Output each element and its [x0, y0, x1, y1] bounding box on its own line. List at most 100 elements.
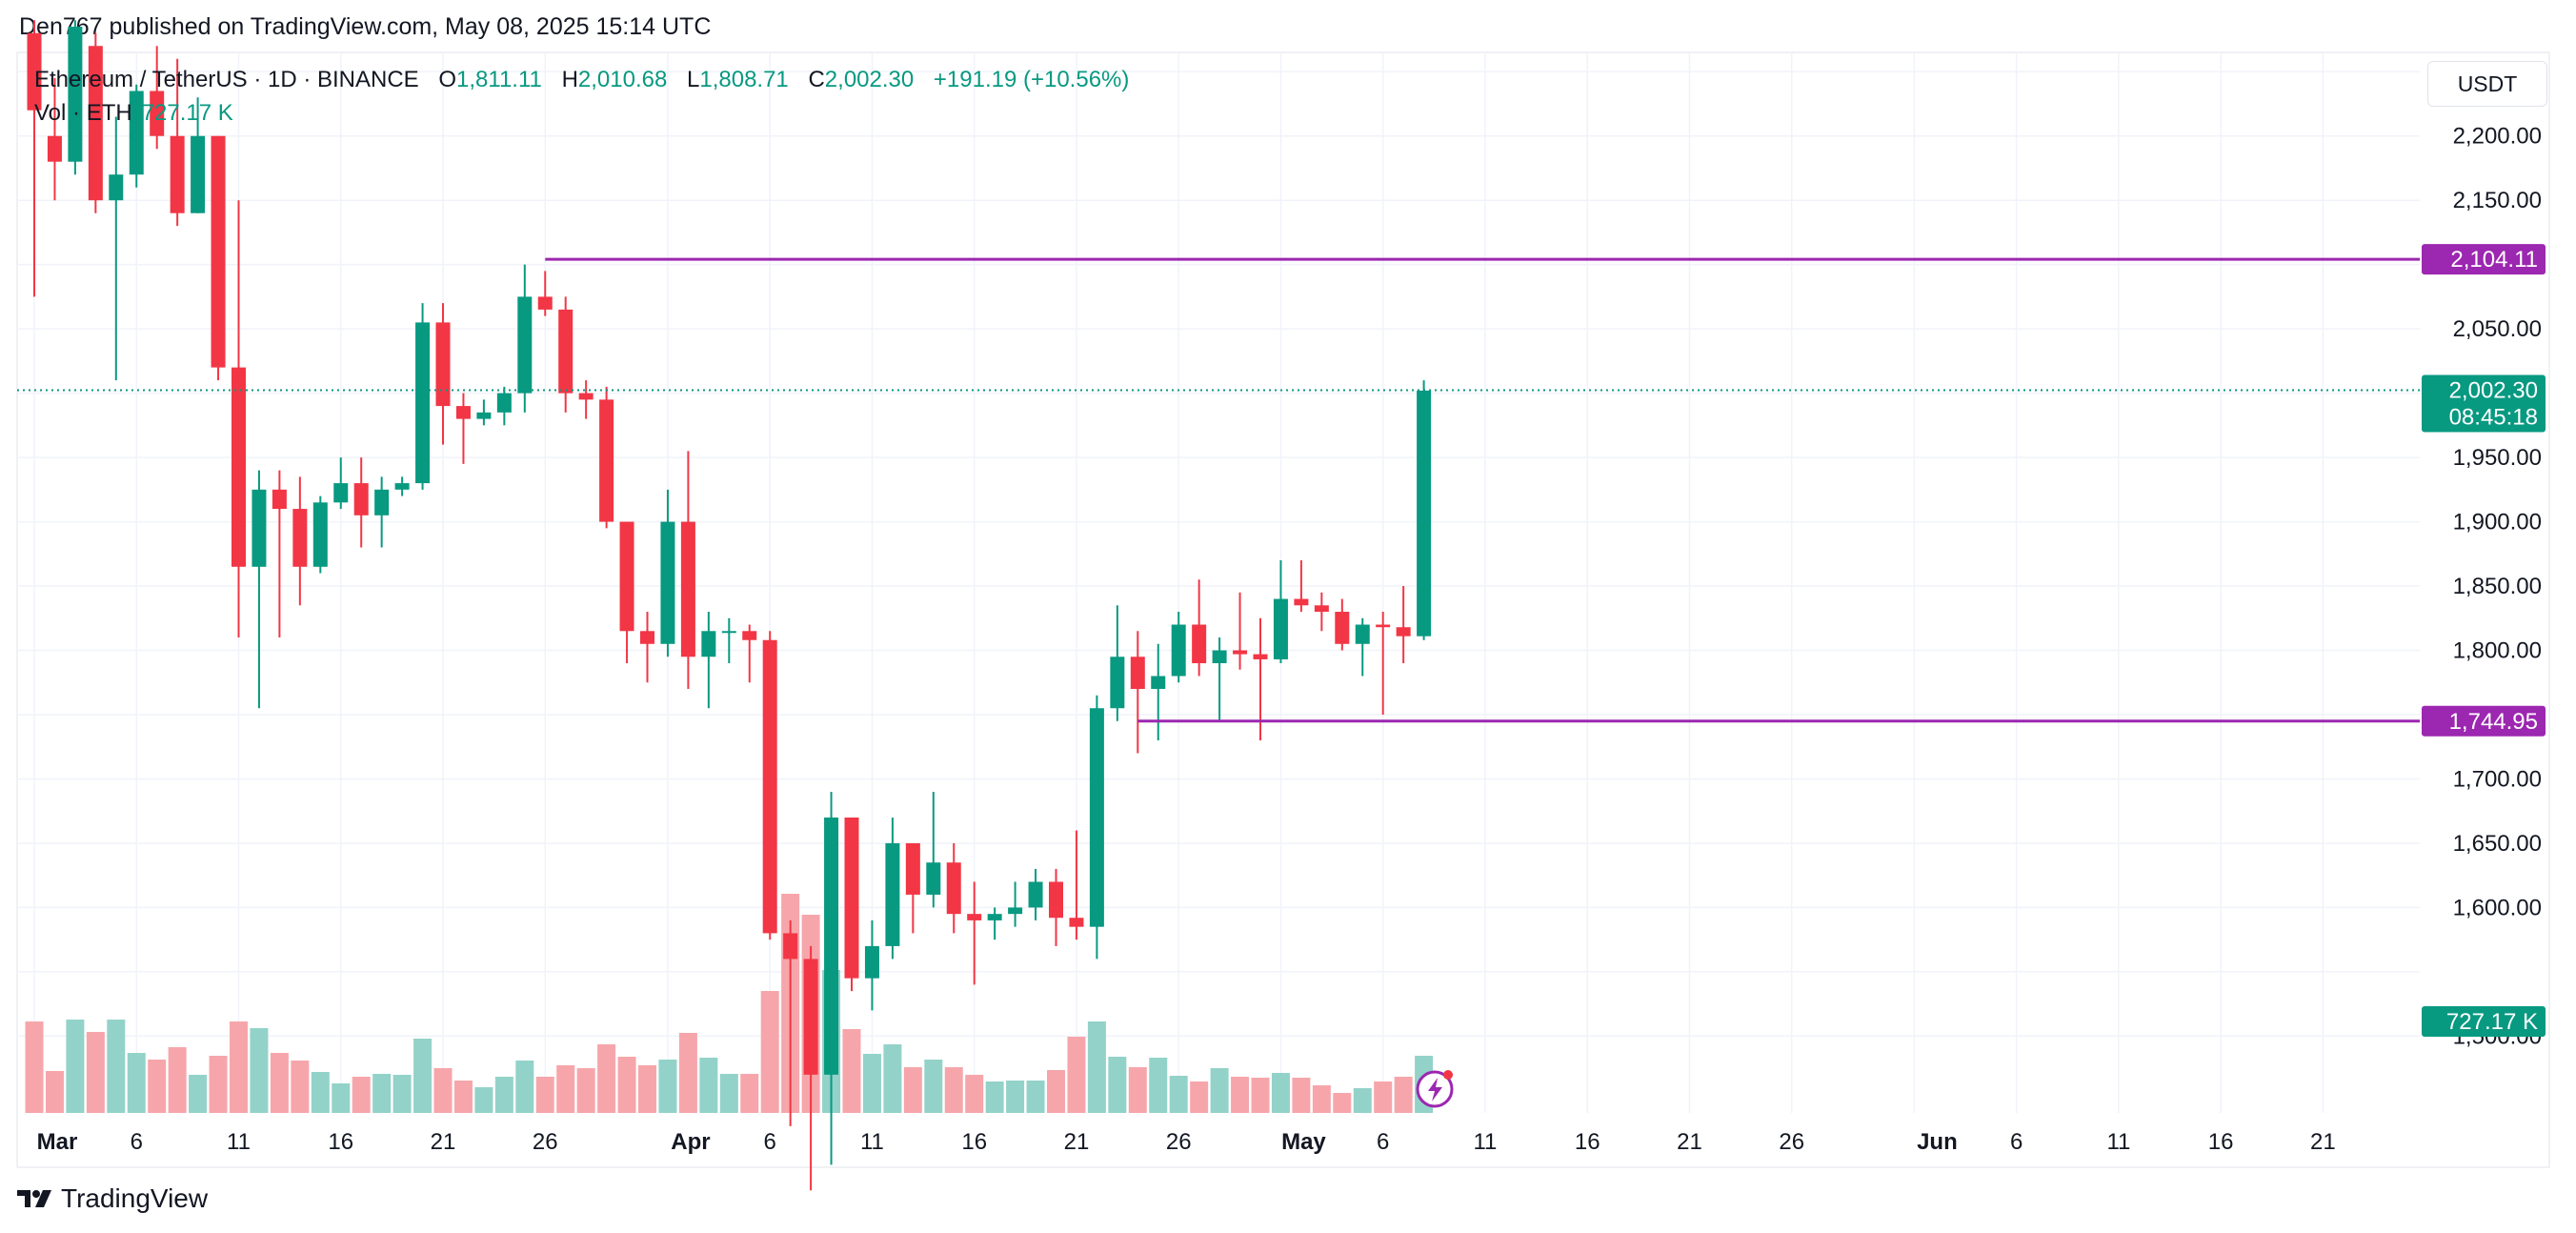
- x-tick-label: 16: [961, 1129, 987, 1155]
- legend-symbol[interactable]: Ethereum / TetherUS · 1D · BINANCE: [34, 67, 419, 92]
- volume-bar: [1271, 1073, 1290, 1113]
- candle-body: [1233, 650, 1248, 655]
- volume-bar: [494, 1077, 513, 1113]
- volume-bar: [719, 1074, 738, 1113]
- candle-body: [435, 322, 451, 407]
- volume-bar: [1353, 1088, 1372, 1113]
- candle-body: [252, 489, 267, 567]
- x-tick-label: 21: [431, 1129, 456, 1155]
- x-tick-label: 11: [1473, 1129, 1497, 1155]
- candle-body: [619, 521, 634, 632]
- candle-body: [517, 296, 533, 394]
- x-tick-label: 21: [1677, 1129, 1702, 1155]
- y-tick-label: 2,150.00: [2453, 188, 2542, 213]
- x-tick-label: 21: [2310, 1129, 2336, 1155]
- volume-bar: [148, 1060, 167, 1113]
- legend-open-label: O: [438, 67, 457, 92]
- price-level-label: 2,104.11: [2450, 247, 2538, 273]
- candle-body: [129, 91, 144, 175]
- legend-volume-label[interactable]: Vol · ETH: [34, 100, 132, 126]
- volume-bar: [1210, 1068, 1229, 1113]
- tradingview-logo-icon: [17, 1190, 51, 1207]
- x-tick-label: 6: [764, 1129, 776, 1155]
- volume-bar: [86, 1032, 105, 1113]
- legend-change: +191.19 (+10.56%): [933, 67, 1130, 92]
- candle-body: [455, 406, 471, 419]
- x-tick-label: Mar: [37, 1129, 78, 1155]
- y-tick-label: 1,900.00: [2453, 510, 2542, 536]
- volume-bar: [944, 1067, 963, 1113]
- volume-bar: [1394, 1077, 1413, 1113]
- candle-body: [783, 933, 798, 960]
- legend-volume: Vol · ETH 727.17 K: [34, 100, 233, 127]
- x-tick-label: Jun: [1917, 1129, 1958, 1155]
- candle-body: [1417, 390, 1432, 637]
- currency-button[interactable]: USDT: [2427, 61, 2547, 107]
- x-tick-label: 11: [227, 1129, 251, 1155]
- candle-body: [599, 399, 614, 522]
- tradingview-logo-text: TradingView: [61, 1183, 209, 1213]
- candle-body: [1069, 918, 1084, 927]
- y-tick-label: 2,200.00: [2453, 124, 2542, 150]
- x-tick-label: 16: [2208, 1129, 2234, 1155]
- candle-body: [864, 945, 879, 979]
- x-tick-label: 6: [2010, 1129, 2023, 1155]
- candle-body: [496, 393, 512, 413]
- volume-bar: [453, 1081, 473, 1113]
- y-tick-label: 1,700.00: [2453, 766, 2542, 792]
- volume-bar: [924, 1060, 943, 1113]
- volume-bar: [903, 1067, 922, 1113]
- volume-bar: [332, 1083, 351, 1113]
- tradingview-logo[interactable]: TradingView: [17, 1183, 208, 1214]
- volume-bar: [474, 1087, 493, 1113]
- candle-body: [150, 91, 165, 136]
- legend-close-value: 2,002.30: [824, 67, 915, 92]
- volume-bar: [883, 1044, 902, 1113]
- y-tick-label: 1,800.00: [2453, 638, 2542, 664]
- candle-body: [640, 631, 654, 644]
- candle-body: [803, 959, 818, 1075]
- volume-bar: [617, 1057, 636, 1113]
- candle-body: [987, 914, 1002, 920]
- volume-bar: [66, 1020, 85, 1113]
- candle-body: [558, 309, 574, 394]
- candle-body: [844, 817, 859, 979]
- candle-body: [742, 631, 757, 640]
- x-tick-label: 26: [1779, 1129, 1804, 1155]
- candle-body: [1396, 627, 1411, 637]
- y-tick-label: 1,950.00: [2453, 445, 2542, 471]
- legend-ohlc: Ethereum / TetherUS · 1D · BINANCE O1,81…: [34, 67, 1129, 93]
- legend-open-value: 1,811.11: [456, 67, 542, 92]
- volume-bar: [515, 1061, 534, 1113]
- candle-body: [191, 135, 206, 213]
- volume-bar: [230, 1021, 248, 1113]
- x-tick-label: 6: [131, 1129, 143, 1155]
- x-tick-label: 6: [1377, 1129, 1389, 1155]
- candle-body: [1376, 624, 1391, 628]
- candle-body: [1273, 598, 1288, 659]
- last-price-tag: [2422, 374, 2546, 433]
- volume-bar: [556, 1065, 575, 1113]
- candle-body: [109, 174, 124, 201]
- candle-body: [537, 296, 553, 310]
- volume-bar: [250, 1028, 269, 1113]
- volume-bar: [413, 1039, 433, 1113]
- volume-bar: [1333, 1093, 1352, 1113]
- candle-body: [1089, 708, 1104, 927]
- volume-bar: [1006, 1081, 1025, 1113]
- candle-body: [170, 135, 185, 213]
- x-tick-label: 16: [1575, 1129, 1600, 1155]
- y-tick-label: 2,050.00: [2453, 316, 2542, 342]
- candle-body: [272, 489, 287, 510]
- publish-caption: Den767 published on TradingView.com, May…: [19, 13, 712, 40]
- x-tick-label: 26: [533, 1129, 558, 1155]
- candle-body: [374, 489, 390, 515]
- price-level-tag: [2422, 244, 2546, 275]
- volume-bar: [291, 1061, 310, 1113]
- volume-bar: [433, 1068, 453, 1113]
- candle-body: [476, 412, 492, 419]
- candle-body: [211, 135, 226, 368]
- volume-bar: [862, 1054, 881, 1113]
